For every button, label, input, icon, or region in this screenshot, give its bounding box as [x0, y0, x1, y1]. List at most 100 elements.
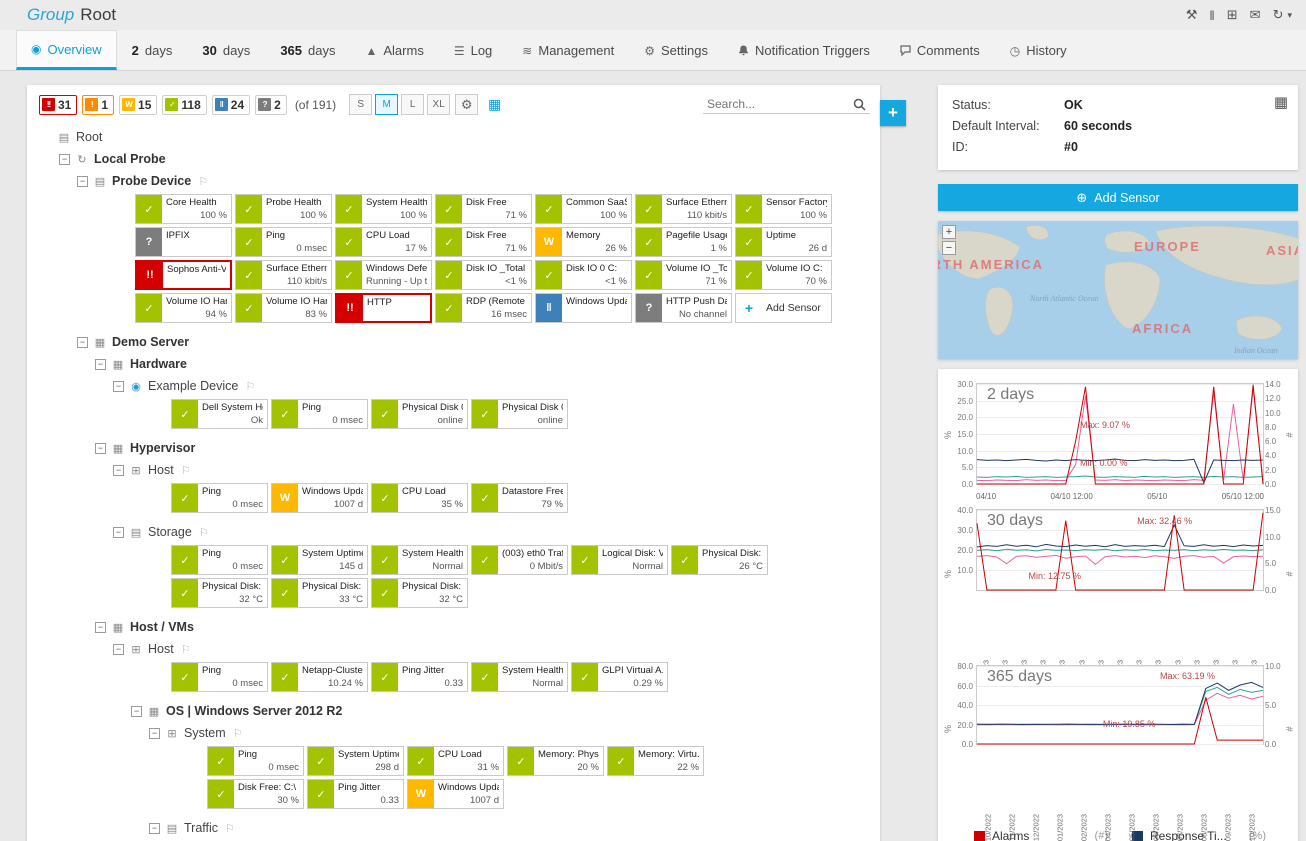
sensor-ping-jitter[interactable]: ✓ Ping Jitter 0.33	[307, 779, 404, 809]
tree-node-host-vms[interactable]: − ▦ Host / VMs	[41, 616, 872, 638]
sensor-physical-disk[interactable]: ✓ Physical Disk: ... 33 °C	[271, 578, 368, 608]
collapse-toggle-icon[interactable]: −	[77, 336, 88, 348]
collapse-toggle-icon[interactable]: −	[95, 442, 106, 454]
sensor-sensor-factory[interactable]: ✓ Sensor Factory 100 %	[735, 194, 832, 224]
sensor-system-health[interactable]: ✓ System Health Normal	[471, 662, 568, 692]
size-button-xl[interactable]: XL	[427, 94, 451, 115]
sensor-volume-io-har[interactable]: ✓ Volume IO Har... 94 %	[135, 293, 232, 323]
sensor-disk-free-c[interactable]: ✓ Disk Free: C:\ 30 %	[207, 779, 304, 809]
sensor-ping-jitter[interactable]: ✓ Ping Jitter 0.33	[371, 662, 468, 692]
collapse-toggle-icon[interactable]: −	[95, 621, 106, 633]
sensor-surface-ethern[interactable]: ✓ Surface Ethern... 110 kbit/s	[235, 260, 332, 290]
wrench-icon[interactable]: ⚒	[1185, 7, 1198, 22]
size-button-l[interactable]: L	[401, 94, 425, 115]
sensor-disk-free[interactable]: ✓ Disk Free 71 %	[435, 194, 532, 224]
sensor-volume-io-har[interactable]: ✓ Volume IO Har... 83 %	[235, 293, 332, 323]
mail-icon[interactable]: ✉	[1249, 7, 1261, 22]
tab-settings[interactable]: ⚙ Settings	[629, 30, 723, 70]
tree-node-local-probe[interactable]: − ↻ Local Probe	[41, 148, 872, 170]
graph-30days[interactable]: 40.0 30.0 20.0 10.0 15.0 10.0 5.0 0.0 30 days Max…	[943, 505, 1294, 698]
filter-chip-ack[interactable]: ! 1	[82, 94, 115, 115]
tab-alarms[interactable]: ▲ Alarms	[350, 30, 438, 70]
tab-365days[interactable]: 365 days	[265, 30, 350, 70]
search-icon[interactable]	[853, 98, 866, 111]
size-button-s[interactable]: S	[349, 94, 373, 115]
tree-node-system[interactable]: − ⊞ System ⚐	[41, 722, 872, 744]
sensor-physical-disk[interactable]: ✓ Physical Disk: ... 32 °C	[171, 578, 268, 608]
sensor-disk-free[interactable]: ✓ Disk Free 71 %	[435, 227, 532, 257]
pause-icon[interactable]: ‖	[1209, 7, 1215, 23]
sensor-system-uptime[interactable]: ✓ System Uptime 145 d	[271, 545, 368, 575]
sensor-pagefile-usage[interactable]: ✓ Pagefile Usage 1 %	[635, 227, 732, 257]
tree-node-os-windows-server-2012-r2[interactable]: − ▦ OS | Windows Server 2012 R2	[41, 700, 872, 722]
sensor-system-uptime[interactable]: ✓ System Uptime 298 d	[307, 746, 404, 776]
sensor-physical-disk-0[interactable]: ✓ Physical Disk 0... online	[471, 399, 568, 429]
collapse-toggle-icon[interactable]: −	[113, 380, 124, 392]
caret-down-icon[interactable]: ▾	[1287, 9, 1292, 20]
sensor-cpu-load[interactable]: ✓ CPU Load 31 %	[407, 746, 504, 776]
tree-node-hypervisor[interactable]: − ▦ Hypervisor	[41, 437, 872, 459]
sensor-system-health[interactable]: ✓ System Health 100 %	[335, 194, 432, 224]
collapse-toggle-icon[interactable]: −	[95, 358, 106, 370]
sensor-ping[interactable]: ✓ Ping 0 msec	[171, 662, 268, 692]
sensor-windows-defe[interactable]: ✓ Windows Defe... Running - Up to D...	[335, 260, 432, 290]
map-zoom-out-button[interactable]: −	[942, 241, 956, 255]
collapse-toggle-icon[interactable]: −	[149, 727, 160, 739]
sensor-physical-disk[interactable]: ✓ Physical Disk: ... 26 °C	[671, 545, 768, 575]
map-zoom-in-button[interactable]: +	[942, 225, 956, 239]
tree-node-hardware[interactable]: − ▦ Hardware	[41, 353, 872, 375]
tab-log[interactable]: ☰ Log	[439, 30, 507, 70]
filter-chip-paused[interactable]: ‖ 24	[211, 94, 251, 115]
tab-overview[interactable]: ◉ Overview	[16, 30, 117, 70]
sensor-rdp-remote[interactable]: ✓ RDP (Remote ... 16 msec	[435, 293, 532, 323]
sensor-ping[interactable]: ✓ Ping 0 msec	[235, 227, 332, 257]
tab-notification-triggers[interactable]: Notification Triggers	[723, 30, 885, 70]
sensor-volume-io-to[interactable]: ✓ Volume IO _To... 71 %	[635, 260, 732, 290]
tab-management[interactable]: ≋ Management	[507, 30, 629, 70]
size-button-m[interactable]: M	[375, 94, 399, 115]
layout-grid-icon[interactable]: ▦	[488, 96, 502, 112]
sensor-windows-upda[interactable]: W Windows Upda... 1007 d	[407, 779, 504, 809]
collapse-toggle-icon[interactable]: −	[113, 464, 124, 476]
sensor-volume-io-c[interactable]: ✓ Volume IO C: 70 %	[735, 260, 832, 290]
sensor-netapp-cluster[interactable]: ✓ Netapp-Cluster... 10.24 %	[271, 662, 368, 692]
sensor-add-sensor[interactable]: + Add Sensor	[735, 293, 832, 323]
sensor-windows-upda[interactable]: W Windows Upda... 1007 d	[271, 483, 368, 513]
tree-node-demo-server[interactable]: − ▦ Demo Server	[41, 331, 872, 353]
sensor-datastore-free[interactable]: ✓ Datastore Free... 79 %	[471, 483, 568, 513]
sensor-ipfix[interactable]: ? IPFIX	[135, 227, 232, 257]
tab-30days[interactable]: 30 days	[187, 30, 265, 70]
collapse-toggle-icon[interactable]: −	[113, 643, 124, 655]
sensor-physical-disk-0[interactable]: ✓ Physical Disk 0... online	[371, 399, 468, 429]
tree-node-traffic[interactable]: − ▤ Traffic ⚐	[41, 817, 872, 839]
collapse-toggle-icon[interactable]: −	[59, 153, 70, 165]
filter-chip-down[interactable]: !! 31	[39, 94, 78, 115]
sensor-cpu-load[interactable]: ✓ CPU Load 17 %	[335, 227, 432, 257]
sensor-ping[interactable]: ✓ Ping 0 msec	[271, 399, 368, 429]
collapse-toggle-icon[interactable]: −	[113, 526, 124, 538]
sensor-disk-io-total[interactable]: ✓ Disk IO _Total <1 %	[435, 260, 532, 290]
tree-node-example-device[interactable]: − ◉ Example Device ⚐	[41, 375, 872, 397]
sensor-ping[interactable]: ✓ Ping 0 msec	[207, 746, 304, 776]
add-sensor-button[interactable]: ⊕ Add Sensor	[938, 184, 1298, 211]
sensor-dell-system-he[interactable]: ✓ Dell System He... Ok	[171, 399, 268, 429]
tree-node-root[interactable]: ▤ Root	[41, 126, 872, 148]
sensor-surface-ethern[interactable]: ✓ Surface Ethern... 110 kbit/s	[635, 194, 732, 224]
sensor-common-saas[interactable]: ✓ Common SaaS... 100 %	[535, 194, 632, 224]
qr-code-icon[interactable]: ▦	[1273, 94, 1288, 111]
collapse-toggle-icon[interactable]: −	[131, 705, 142, 717]
sensor-ping[interactable]: ✓ Ping 0 msec	[171, 483, 268, 513]
sensor-ping[interactable]: ✓ Ping 0 msec	[171, 545, 268, 575]
sensor-003-eth0-traf[interactable]: ✓ (003) eth0 Traf... 0 Mbit/s	[471, 545, 568, 575]
filter-chip-ok[interactable]: ✓ 118	[162, 94, 207, 115]
sensor-disk-io-0-c[interactable]: ✓ Disk IO 0 C: <1 %	[535, 260, 632, 290]
tab-history[interactable]: ◷ History	[995, 30, 1082, 70]
sensor-glpi-virtual-a[interactable]: ✓ GLPI Virtual A... 0.29 %	[571, 662, 668, 692]
view-settings-gear-icon[interactable]: ⚙	[455, 94, 479, 115]
export-icon[interactable]: ⊞	[1226, 7, 1238, 22]
collapse-toggle-icon[interactable]: −	[77, 175, 88, 187]
sensor-memory-virtu[interactable]: ✓ Memory: Virtu... 22 %	[607, 746, 704, 776]
tab-2days[interactable]: 2 days	[117, 30, 188, 70]
filter-chip-unknown[interactable]: ? 2	[255, 94, 287, 115]
